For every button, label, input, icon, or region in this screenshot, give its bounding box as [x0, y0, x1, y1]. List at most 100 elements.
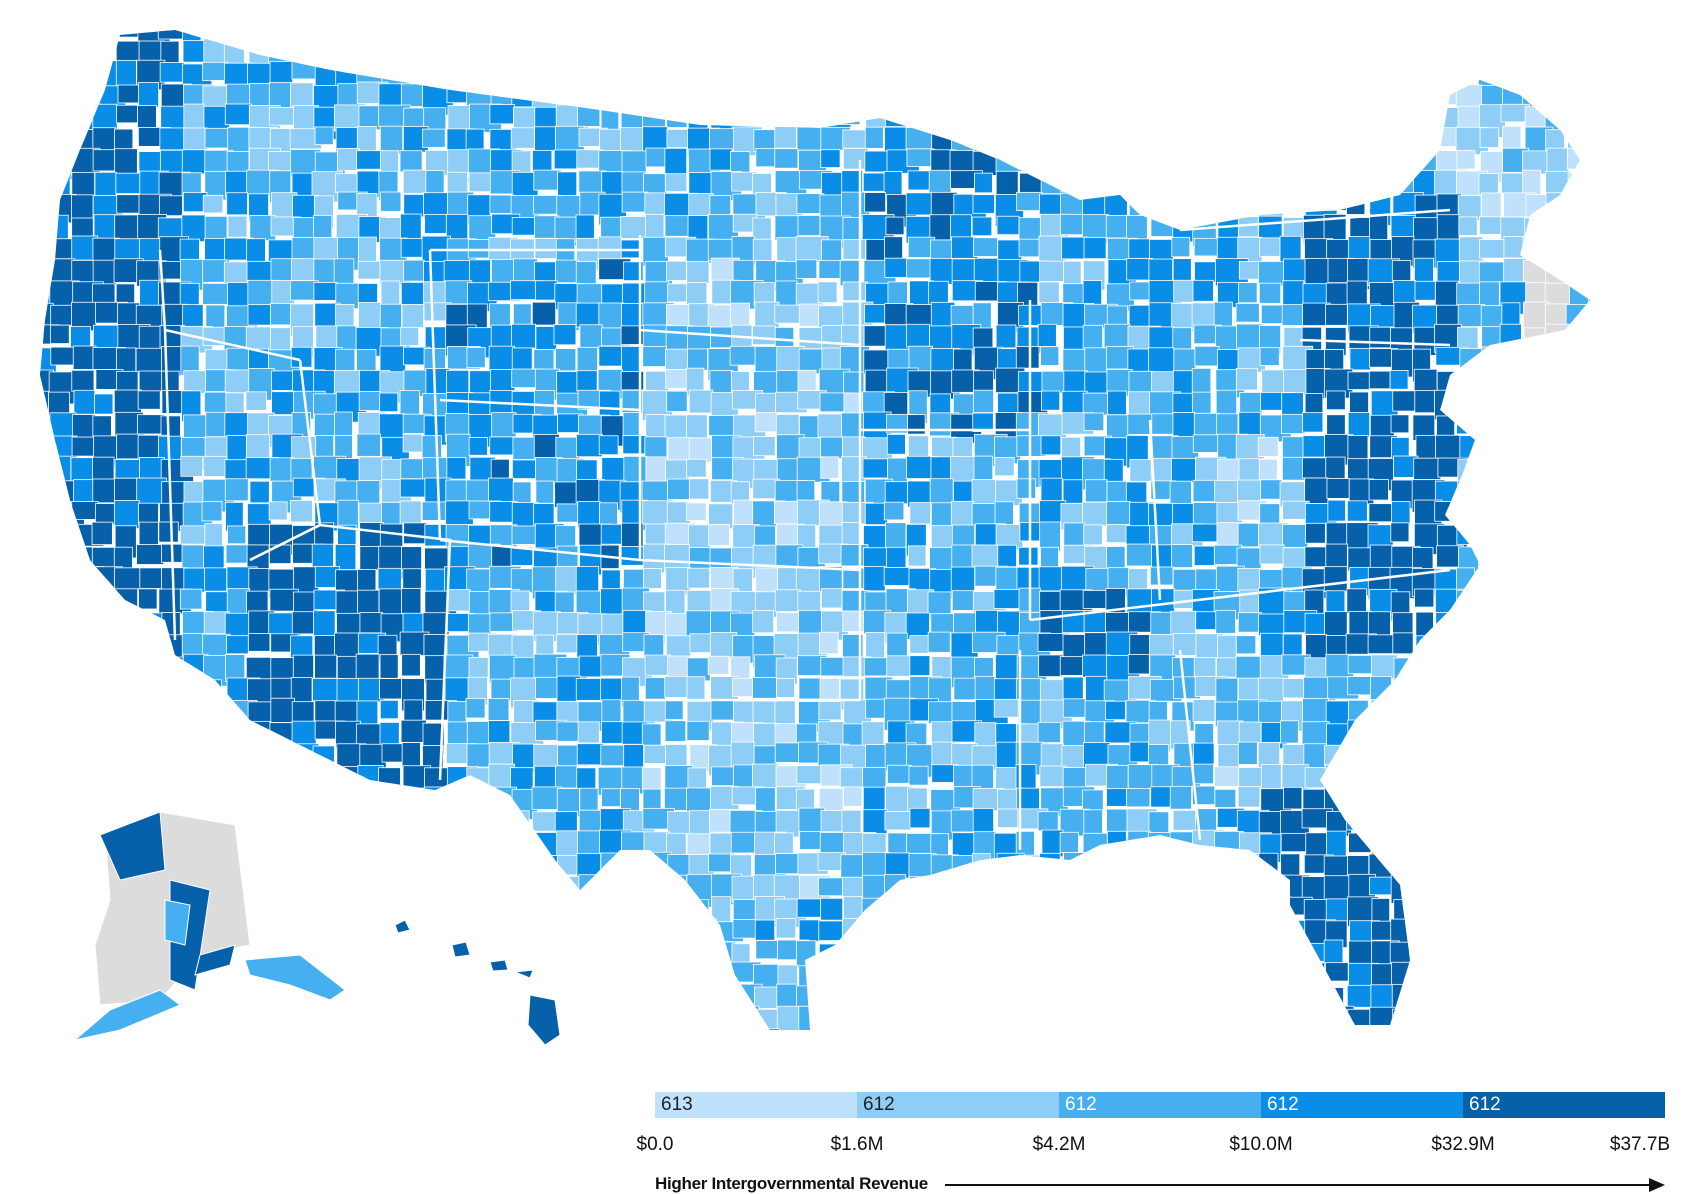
- county-shape: [1479, 654, 1513, 683]
- county-shape: [1283, 786, 1303, 810]
- county-shape: [1434, 809, 1454, 834]
- county-shape: [1282, 678, 1306, 699]
- county-shape: [1503, 236, 1537, 259]
- county-shape: [620, 852, 653, 885]
- county-shape: [1456, 413, 1478, 435]
- county-shape: [1106, 39, 1137, 63]
- county-shape: [554, 259, 580, 284]
- county-shape: [994, 1007, 1017, 1030]
- county-shape: [1391, 501, 1411, 527]
- county-shape: [183, 744, 217, 766]
- county-shape: [379, 699, 399, 720]
- county-shape: [1326, 478, 1350, 499]
- county-shape: [664, 675, 689, 698]
- county-shape: [533, 63, 560, 95]
- county-shape: [533, 744, 559, 769]
- county-shape: [1523, 1032, 1556, 1054]
- county-shape: [1371, 832, 1393, 857]
- county-shape: [357, 831, 385, 860]
- county-shape: [1477, 521, 1503, 541]
- county-shape: [157, 30, 191, 40]
- county-shape: [1456, 40, 1489, 75]
- county-shape: [1217, 192, 1246, 218]
- county-shape: [378, 767, 401, 795]
- county-shape: [49, 765, 81, 792]
- county-shape: [1017, 699, 1044, 727]
- county-shape: [1125, 30, 1150, 51]
- county-shape: [115, 59, 137, 87]
- county-shape: [1589, 986, 1590, 1008]
- county-shape: [841, 809, 862, 834]
- county-shape: [1261, 30, 1288, 46]
- county-shape: [246, 30, 271, 47]
- county-shape: [1436, 743, 1463, 763]
- county-shape: [909, 807, 931, 829]
- county-shape: [399, 962, 424, 981]
- county-shape: [49, 897, 79, 926]
- county-shape: [1105, 897, 1126, 931]
- county-shape: [40, 984, 58, 1006]
- county-shape: [666, 987, 696, 1020]
- county-shape: [1523, 610, 1553, 639]
- county-shape: [1150, 852, 1178, 874]
- county-shape: [1479, 30, 1505, 42]
- county-shape: [1522, 347, 1553, 373]
- county-shape: [40, 632, 54, 652]
- county-shape: [710, 986, 734, 1011]
- county-shape: [1106, 920, 1126, 946]
- county-shape: [819, 30, 852, 46]
- county-shape: [1191, 986, 1225, 1006]
- county-shape: [1545, 899, 1571, 932]
- county-shape: [686, 458, 707, 478]
- county-shape: [1566, 1029, 1590, 1030]
- county-shape: [1062, 698, 1086, 718]
- hawaii-island: [514, 969, 534, 979]
- county-shape: [1149, 104, 1174, 128]
- county-shape: [1128, 940, 1154, 966]
- county-shape: [862, 766, 887, 790]
- county-shape: [1238, 30, 1264, 44]
- county-shape: [1500, 61, 1529, 82]
- county-shape: [666, 1029, 689, 1030]
- county-shape: [1348, 699, 1369, 732]
- county-shape: [928, 82, 952, 113]
- county-shape: [576, 942, 606, 964]
- county-shape: [1195, 150, 1224, 185]
- county-shape: [1347, 148, 1372, 169]
- county-shape: [1370, 699, 1403, 721]
- county-shape: [1324, 83, 1356, 110]
- county-shape: [1524, 897, 1544, 929]
- county-shape: [1588, 876, 1590, 903]
- county-shape: [378, 808, 405, 838]
- county-shape: [445, 807, 472, 829]
- county-shape: [180, 455, 203, 477]
- county-shape: [686, 414, 708, 439]
- county-shape: [425, 918, 457, 941]
- county-shape: [928, 169, 952, 196]
- county-shape: [1126, 896, 1157, 917]
- county-shape: [1085, 855, 1117, 886]
- county-shape: [535, 326, 558, 352]
- county-shape: [798, 1031, 827, 1055]
- county-shape: [1326, 830, 1347, 859]
- county-shape: [1524, 764, 1546, 790]
- county-shape: [1150, 873, 1178, 901]
- county-shape: [1193, 918, 1227, 948]
- county-shape: [93, 654, 123, 685]
- county-shape: [1434, 389, 1460, 421]
- county-shape: [577, 965, 599, 990]
- county-shape: [1500, 521, 1521, 554]
- county-shape: [334, 435, 353, 459]
- county-shape: [202, 785, 226, 807]
- county-shape: [751, 105, 775, 128]
- county-shape: [227, 215, 248, 238]
- county-shape: [1258, 874, 1278, 908]
- county-shape: [1568, 544, 1590, 571]
- county-shape: [93, 634, 117, 659]
- county-shape: [1150, 62, 1181, 86]
- county-shape: [688, 984, 720, 1011]
- county-shape: [1412, 699, 1438, 728]
- county-shape: [1081, 1028, 1105, 1030]
- county-shape: [1413, 940, 1438, 963]
- county-shape: [1523, 327, 1546, 351]
